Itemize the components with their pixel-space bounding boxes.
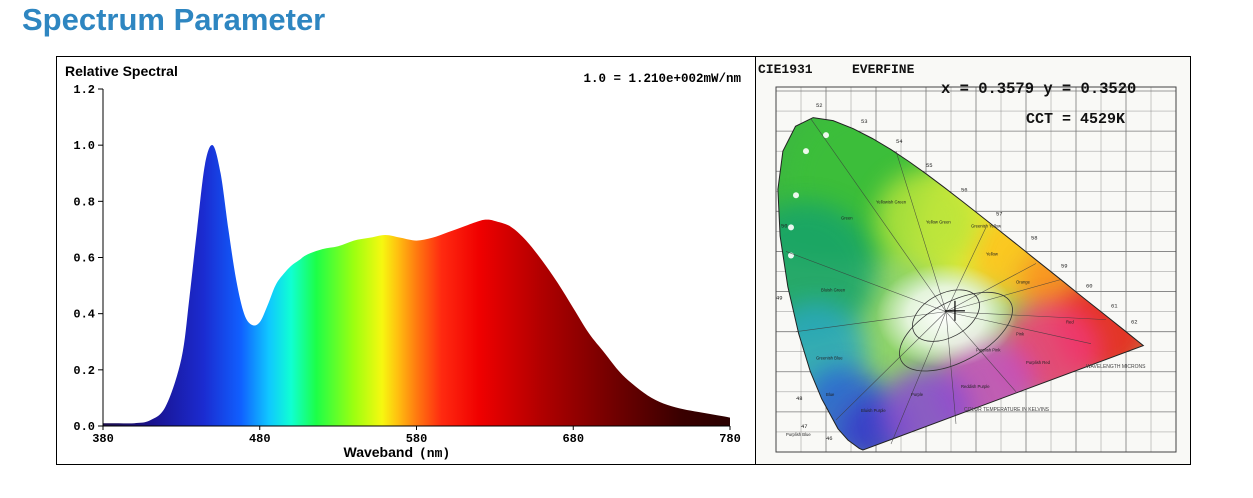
y-tick-label: 1.2: [73, 83, 95, 97]
locus-label: 54: [896, 138, 903, 145]
spectrum-area: [103, 145, 730, 426]
locus-wavelength-labels: 52 53 54 55 56 57 58 59 60 61 62 50 49 48 47 46: [776, 102, 1138, 442]
color-region-labels: Green Yellowish Green Yellow Green Greenish…: [786, 199, 1074, 437]
spectrum-chart: 0.0 0.2 0.4 0.6 0.8 1.0 1.2 380 480 580 680 780 Re…: [65, 63, 741, 461]
region-label: Yellow: [986, 251, 999, 256]
locus-label: 56: [961, 186, 968, 193]
locus-label: 55: [926, 162, 933, 169]
x-tick-label: 380: [92, 432, 114, 446]
page-title: Spectrum Parameter: [22, 2, 326, 37]
locus-label: 50: [781, 222, 788, 229]
x-tick-label: 680: [562, 432, 584, 446]
region-label: Bluish Green: [821, 288, 846, 293]
region-label: Pink: [1016, 332, 1025, 337]
plot-frame: [775, 86, 1177, 453]
locus-label: 59: [1061, 262, 1068, 269]
y-tick-label: 0.2: [73, 364, 95, 378]
wavelength-note: WAVELENGTH MICRONS: [1086, 364, 1146, 370]
region-label: Purple: [911, 392, 924, 397]
chromaticity-point-crosshair: [944, 300, 965, 321]
y-tick-label: 0.0: [73, 420, 95, 434]
region-label: Yellow Green: [926, 219, 951, 224]
y-tick-label: 0.4: [73, 308, 95, 322]
region-label: Greenish Yellow: [971, 223, 1002, 228]
chart-title: Relative Spectral: [65, 63, 178, 79]
locus-label: 57: [996, 210, 1003, 217]
y-tick-label: 0.8: [73, 195, 95, 209]
region-label: Purplish Red: [1026, 360, 1051, 365]
region-label: Orange: [1016, 280, 1031, 285]
spectrum-chart-panel: 0.0 0.2 0.4 0.6 0.8 1.0 1.2 380 480 580 680 780 Re…: [56, 56, 756, 465]
color-region-lines: [785, 118, 1107, 445]
region-label: Reddish Purple: [961, 384, 990, 389]
cie-cct: CCT = 4529K: [1026, 111, 1125, 128]
region-boundary: [795, 311, 947, 332]
locus-label: 53: [861, 118, 868, 125]
region-label: Purplish Blue: [786, 432, 811, 437]
locus-label: 47: [801, 423, 808, 430]
x-axis-unit: (nm): [419, 446, 450, 461]
region-boundary: [945, 311, 1092, 344]
cie-diagram-panel: 52 53 54 55 56 57 58 59 60 61 62 50 49 48 47 46 Green Ye…: [755, 56, 1191, 465]
x-tick-label: 480: [249, 432, 271, 446]
region-boundary: [895, 151, 947, 312]
region-label: Blue: [826, 392, 835, 397]
y-ticks: 0.0 0.2 0.4 0.6 0.8 1.0 1.2: [73, 83, 103, 434]
x-ticks: 380 480 580 680 780: [92, 426, 741, 446]
spectral-locus: [777, 117, 1145, 451]
locus-label: 60: [1086, 283, 1093, 290]
region-label: Yellowish Green: [876, 199, 907, 204]
locus-label: 62: [1131, 319, 1138, 326]
cie-coordinates: x = 0.3579 y = 0.3520: [941, 80, 1136, 98]
white-region-ellipse: [912, 289, 980, 342]
y-tick-label: 1.0: [73, 139, 95, 153]
region-boundary: [835, 311, 947, 421]
region-label: Bluish Purple: [861, 408, 886, 413]
scale-annotation: 1.0 = 1.210e+002mW/nm: [583, 72, 741, 86]
region-label: Red: [1066, 320, 1074, 325]
region-label: Purplish Pink: [976, 348, 1001, 353]
region-boundary: [785, 251, 947, 312]
cie-diagram: 52 53 54 55 56 57 58 59 60 61 62 50 49 48 47 46 Green Ye…: [756, 57, 1190, 464]
planckian-region-ellipse: [899, 291, 1013, 372]
locus-label: 48: [796, 395, 803, 402]
region-boundary: [945, 311, 1107, 320]
x-axis-label: Waveband: [344, 444, 414, 460]
y-tick-label: 0.6: [73, 252, 95, 266]
x-tick-label: 780: [719, 432, 741, 446]
region-boundary: [810, 118, 947, 312]
locus-label: 61: [1111, 303, 1118, 310]
cie-title: CIE1931: [758, 62, 813, 77]
cie-brand: EVERFINE: [852, 62, 915, 77]
region-boundary: [945, 311, 957, 424]
region-label: Greenish Blue: [816, 356, 843, 361]
color-temperature-note: COLOR TEMPERATURE IN KELVINS: [964, 407, 1050, 413]
region-boundary: [945, 263, 1037, 312]
locus-label: 49: [776, 295, 783, 302]
region-label: Green: [841, 215, 853, 220]
x-tick-label: 580: [406, 432, 428, 446]
region-boundary: [945, 227, 987, 312]
locus-label: 52: [816, 102, 823, 109]
region-boundary: [890, 311, 947, 445]
locus-label: 58: [1031, 234, 1038, 241]
locus-label: 46: [826, 435, 833, 442]
